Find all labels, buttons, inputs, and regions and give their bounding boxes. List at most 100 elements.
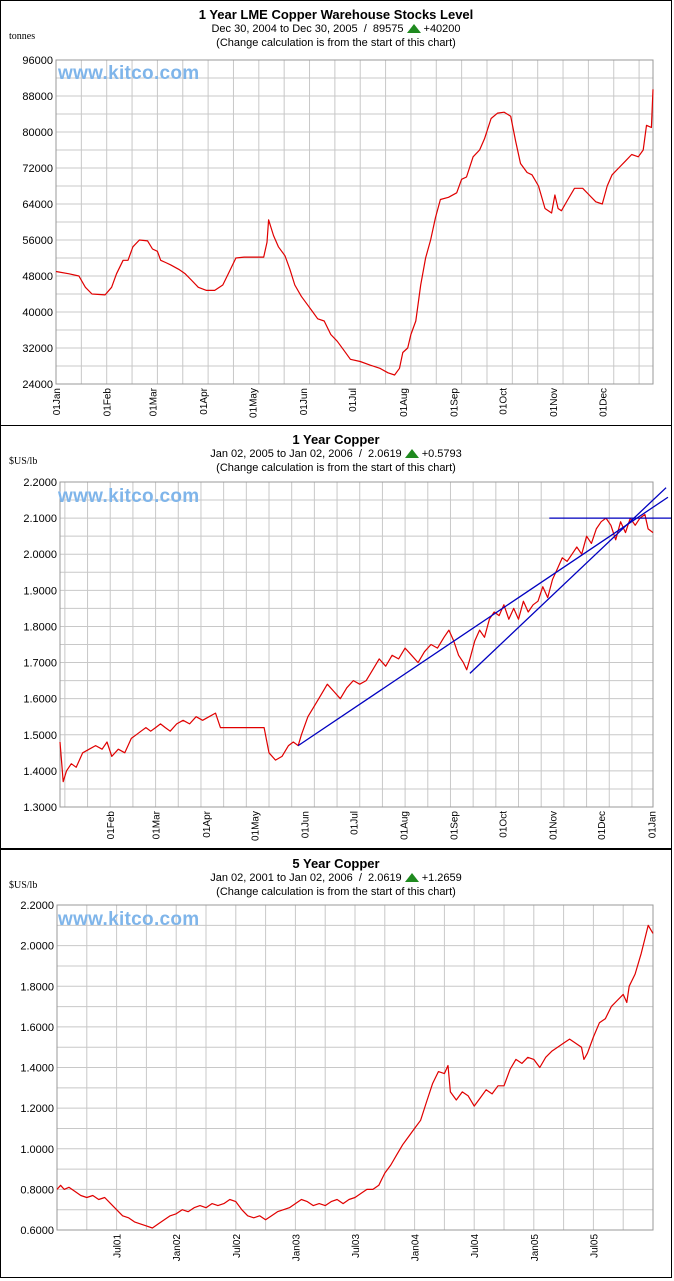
series-line [55, 89, 654, 376]
trend-line [297, 496, 669, 747]
up-arrow-icon [404, 873, 419, 882]
y-tick-label: 1.2000 [20, 1103, 54, 1115]
y-unit-label: tonnes [9, 31, 36, 42]
subtitle-value: 2.0619 [368, 448, 402, 460]
kitco-watermark: www.kitco.com [58, 909, 200, 930]
x-tick-label: 01Nov [549, 388, 560, 417]
x-tick-label: 01Aug [399, 811, 410, 840]
y-tick-label: 96000 [22, 55, 53, 67]
y-tick-label: 2.2000 [23, 477, 57, 489]
x-tick-label: 01Dec [597, 811, 608, 840]
copper-1-year-chart: 1.3000 1.4000 1.5000 1.6000 1.7000 1.8000 1.90… [23, 477, 671, 841]
copper-1-year-panel: 1.3000 1.4000 1.5000 1.6000 1.7000 1.8000 1.90… [0, 425, 672, 849]
y-tick-label: 80000 [22, 127, 53, 139]
subtitle-range: Jan 02, 2001 to Jan 02, 2006 [210, 872, 353, 884]
y-tick-label: 2.0000 [20, 941, 54, 953]
kitco-watermark: www.kitco.com [58, 486, 200, 507]
y-tick-label: 2.2000 [20, 900, 54, 912]
x-tick-label: 01Jul [348, 388, 359, 412]
y-tick-label: 88000 [22, 91, 53, 103]
y-tick-label: 1.9000 [23, 585, 57, 597]
chart-title: 1 Year Copper [292, 432, 380, 447]
y-tick-label: 2.0000 [23, 549, 57, 561]
x-tick-label: 01Apr [199, 387, 210, 414]
plot-frame [56, 904, 654, 1231]
chart-subtitle: Jan 02, 2005 to Jan 02, 2006 / 2.0619 +0.… [210, 448, 462, 460]
x-tick-label: 01Apr [202, 810, 213, 837]
x-tick-label: 01Oct [499, 388, 510, 415]
lme-copper-stocks-panel: 24000 32000 40000 48000 56000 64000 72000 80000… [0, 0, 672, 426]
y-tick-label: 72000 [22, 163, 53, 175]
plot-frame [55, 59, 654, 385]
y-tick-label: 24000 [22, 379, 53, 391]
x-tick-label: 01Sep [449, 388, 460, 417]
lme-stocks-chart: 24000 32000 40000 48000 56000 64000 72000 80000… [22, 55, 654, 418]
y-tick-label: 1.0000 [20, 1144, 54, 1156]
chart-note: (Change calculation is from the start of… [216, 37, 456, 49]
up-arrow-icon [404, 449, 419, 458]
x-tick-label: Jan05 [530, 1234, 541, 1262]
y-tick-label: 1.3000 [23, 802, 57, 814]
y-tick-label: 64000 [22, 199, 53, 211]
x-tick-label: 01May [250, 811, 261, 841]
x-tick-label: Jan02 [172, 1234, 183, 1262]
x-tick-label: 01May [248, 388, 259, 418]
y-unit-label: $US/lb [9, 456, 38, 467]
y-tick-label: 1.8000 [20, 981, 54, 993]
subtitle-change: +0.5793 [421, 448, 462, 460]
y-tick-label: 48000 [22, 271, 53, 283]
plot-frame [59, 481, 654, 808]
x-tick-label: Jul01 [113, 1234, 124, 1258]
x-tick-label: 01Jan [647, 811, 658, 838]
y-tick-label: 0.8000 [20, 1184, 54, 1196]
x-tick-label: Jan04 [411, 1234, 422, 1262]
y-tick-label: 1.4000 [20, 1063, 54, 1075]
x-tick-label: 01Sep [450, 811, 461, 840]
trend-line [469, 487, 667, 674]
subtitle-change: +1.2659 [421, 872, 462, 884]
y-tick-label: 56000 [22, 235, 53, 247]
y-tick-label: 32000 [22, 343, 53, 355]
subtitle-change: +40200 [423, 23, 461, 35]
x-tick-label: Jul02 [232, 1234, 243, 1258]
x-tick-label: 01Jun [299, 388, 310, 415]
up-arrow-icon [406, 24, 421, 33]
x-tick-label: 01Mar [149, 387, 160, 416]
subtitle-range: Dec 30, 2004 to Dec 30, 2005 [211, 23, 358, 35]
x-tick-label: 01Jul [349, 811, 360, 835]
y-tick-label: 1.6000 [23, 694, 57, 706]
x-tick-label: Jul04 [470, 1234, 481, 1258]
x-tick-label: 01Jun [301, 811, 312, 838]
y-tick-label: 0.6000 [20, 1225, 54, 1237]
y-tick-label: 2.1000 [23, 513, 57, 525]
chart-title: 1 Year LME Copper Warehouse Stocks Level [198, 7, 474, 22]
y-tick-label: 1.4000 [23, 766, 57, 778]
subtitle-value: 89575 [372, 23, 404, 35]
x-tick-label: 01Dec [598, 388, 609, 417]
chart-note: (Change calculation is from the start of… [216, 462, 456, 474]
x-tick-label: 01Feb [106, 811, 117, 840]
chart-note: (Change calculation is from the start of… [216, 886, 456, 898]
x-tick-label: Jul03 [351, 1234, 362, 1258]
series-line [56, 924, 654, 1229]
y-tick-label: 1.5000 [23, 730, 57, 742]
chart-title: 5 Year Copper [292, 856, 380, 871]
y-tick-label: 1.7000 [23, 658, 57, 670]
y-tick-label: 40000 [22, 307, 53, 319]
chart-subtitle: Dec 30, 2004 to Dec 30, 2005 / 89575 +402… [211, 23, 461, 35]
y-tick-label: 1.6000 [20, 1022, 54, 1034]
x-tick-label: 01Oct [498, 811, 509, 838]
series-line [59, 513, 654, 783]
chart-subtitle: Jan 02, 2001 to Jan 02, 2006 / 2.0619 +1.… [210, 872, 462, 884]
subtitle-range: Jan 02, 2005 to Jan 02, 2006 [210, 448, 353, 460]
x-tick-label: 01Jan [52, 388, 63, 415]
y-tick-label: 1.8000 [23, 621, 57, 633]
x-tick-label: 01Nov [549, 811, 560, 840]
x-tick-label: Jul05 [589, 1234, 600, 1258]
subtitle-value: 2.0619 [368, 872, 402, 884]
x-tick-label: 01Feb [103, 388, 114, 417]
copper-5-year-chart: 0.6000 0.8000 1.0000 1.2000 1.4000 1.6000 1.80… [20, 900, 654, 1262]
x-tick-label: 01Mar [152, 810, 163, 839]
x-tick-label: 01Aug [399, 388, 410, 417]
kitco-watermark: www.kitco.com [58, 63, 200, 84]
